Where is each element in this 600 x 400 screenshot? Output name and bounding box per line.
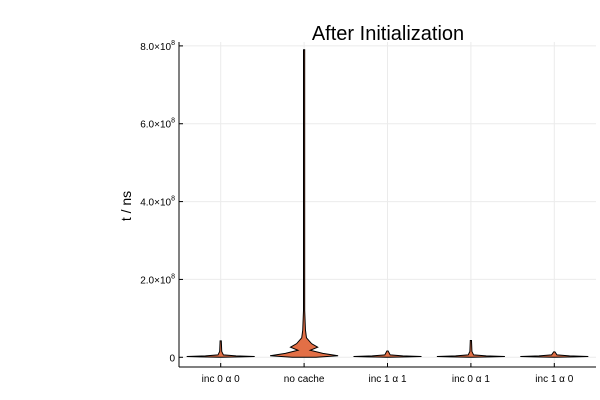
x-tick-label-3: inc 0 α 1 (452, 374, 490, 385)
tick-labels: 0 2.0×108 4.0×108 6.0×108 8.0×108 inc 0 α 0 no… (140, 40, 574, 385)
y-axis-label: t / ns (118, 191, 134, 221)
violin-3 (436, 340, 505, 358)
x-tick-label-0: inc 0 α 0 (202, 374, 240, 385)
violins (186, 49, 589, 358)
x-tick-label-1: no cache (284, 374, 325, 385)
y-tick-label-0: 0 (169, 353, 175, 364)
y-tick-label-3: 6.0×108 (140, 118, 175, 131)
chart-title: After Initialization (312, 23, 464, 45)
x-tick-label-2: inc 1 α 1 (368, 374, 406, 385)
violin-1 (270, 49, 339, 358)
x-tick-label-4: inc 1 α 0 (535, 374, 573, 385)
violin-0 (186, 340, 255, 358)
violin-2 (353, 350, 422, 358)
axes (178, 42, 596, 368)
violin-4 (520, 351, 589, 358)
y-tick-label-4: 8.0×108 (140, 40, 175, 53)
y-tick-label-1: 2.0×108 (140, 273, 175, 286)
grid-lines (179, 42, 596, 367)
y-tick-label-2: 4.0×108 (140, 196, 175, 209)
